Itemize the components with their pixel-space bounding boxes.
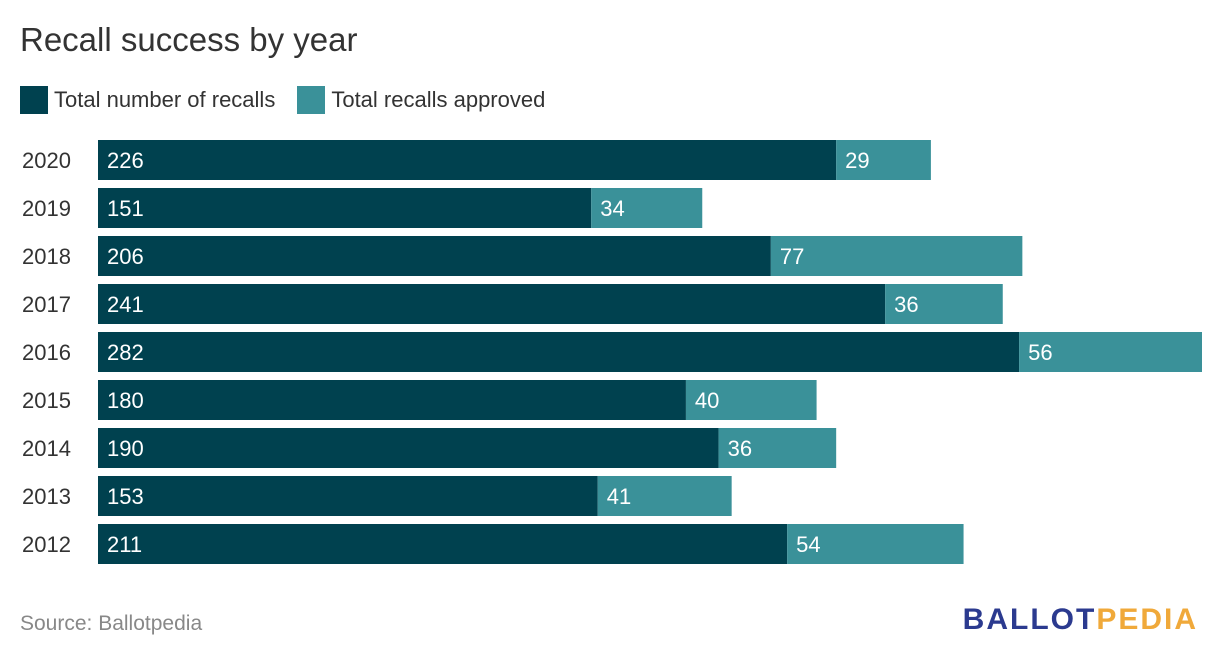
legend-swatch-approved [297, 86, 326, 114]
value-label-total-2014: 190 [107, 436, 144, 461]
legend-label-total: Total number of recalls [54, 87, 276, 112]
value-label-total-2017: 241 [107, 292, 144, 317]
year-label-2018: 2018 [22, 244, 71, 269]
year-label-2020: 2020 [22, 148, 71, 173]
year-label-2016: 2016 [22, 340, 71, 365]
bar-approved-2016 [1019, 332, 1202, 372]
value-label-approved-2014: 36 [728, 436, 752, 461]
bar-total-2012 [98, 524, 788, 564]
bar-total-2020 [98, 140, 837, 180]
value-label-total-2018: 206 [107, 244, 144, 269]
bar-approved-2014 [718, 428, 837, 468]
year-label-2019: 2019 [22, 196, 71, 221]
value-label-approved-2016: 56 [1028, 340, 1052, 365]
bar-chart: 2020 226 29 2019 151 34 2018 206 77 2017 241 36 2016… [22, 140, 1202, 564]
value-label-total-2016: 282 [107, 340, 144, 365]
legend-item-total: Total number of recalls [20, 86, 275, 114]
value-label-total-2015: 180 [107, 388, 144, 413]
bar-approved-2013 [597, 476, 732, 516]
chart-title: Recall success by year [20, 21, 358, 58]
year-label-2015: 2015 [22, 388, 71, 413]
value-label-total-2019: 151 [107, 196, 144, 221]
logo-part-ballot: BALLOT [962, 603, 1097, 636]
value-label-approved-2017: 36 [894, 292, 918, 317]
value-label-total-2012: 211 [107, 532, 142, 557]
source-note: Source: Ballotpedia [20, 612, 203, 635]
bar-approved-2020 [836, 140, 931, 180]
chart-legend: Total number of recalls Total recalls ap… [20, 86, 567, 114]
bar-approved-2018 [770, 236, 1023, 276]
legend-swatch-total [20, 86, 48, 114]
year-label-2012: 2012 [22, 532, 71, 557]
logo-part-pedia: PEDIA [1096, 603, 1198, 636]
legend-item-approved: Total recalls approved [297, 86, 545, 114]
legend-label-approved: Total recalls approved [331, 87, 546, 112]
bar-total-2014 [98, 428, 719, 468]
bar-approved-2015 [685, 380, 817, 420]
year-label-2017: 2017 [22, 292, 71, 317]
bar-approved-2019 [591, 188, 703, 228]
bar-total-2013 [98, 476, 598, 516]
bar-total-2016 [98, 332, 1020, 372]
bar-total-2019 [98, 188, 592, 228]
value-label-total-2013: 153 [107, 484, 144, 509]
ballotpedia-logo: BALLOTPEDIA [963, 603, 1198, 637]
value-label-approved-2018: 77 [780, 244, 804, 269]
value-label-total-2020: 226 [107, 148, 144, 173]
bar-approved-2012 [787, 524, 964, 564]
value-label-approved-2019: 34 [600, 196, 624, 221]
bar-total-2017 [98, 284, 886, 324]
bar-approved-2017 [885, 284, 1003, 324]
bar-total-2018 [98, 236, 771, 276]
bar-total-2015 [98, 380, 686, 420]
year-label-2013: 2013 [22, 484, 71, 509]
value-label-approved-2013: 41 [607, 484, 631, 509]
year-label-2014: 2014 [22, 436, 71, 461]
value-label-approved-2020: 29 [845, 148, 869, 173]
value-label-approved-2015: 40 [695, 388, 719, 413]
value-label-approved-2012: 54 [796, 532, 820, 557]
